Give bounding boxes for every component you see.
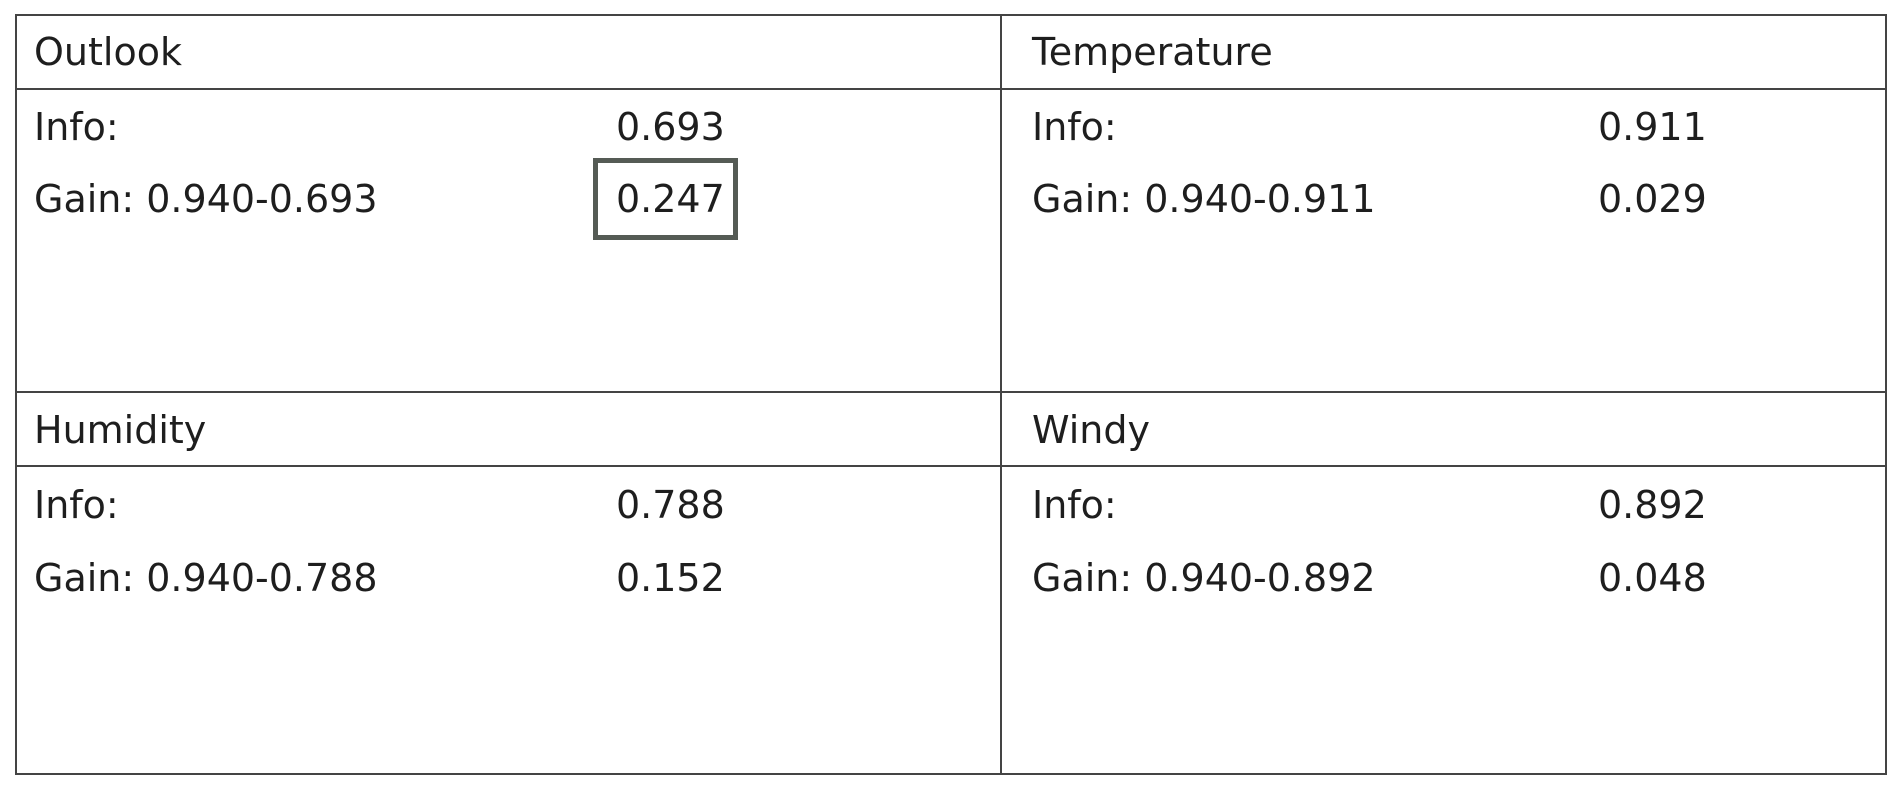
- info-value: 0.788: [616, 483, 725, 527]
- info-value: 0.693: [616, 105, 725, 149]
- gain-label: Gain: 0.940-0.693: [34, 177, 378, 221]
- gain-value: 0.029: [1598, 177, 1707, 221]
- header-divider-top: [15, 88, 1887, 90]
- row-divider: [15, 391, 1887, 393]
- info-value: 0.892: [1598, 483, 1707, 527]
- panel-title-temperature: Temperature: [1032, 30, 1273, 74]
- gain-value: 0.048: [1598, 556, 1707, 600]
- column-divider: [1000, 14, 1002, 775]
- header-divider-bottom: [15, 465, 1887, 467]
- info-gain-table: [15, 14, 1887, 775]
- info-label: Info:: [34, 105, 119, 149]
- gain-highlight-box: [593, 158, 738, 240]
- info-label: Info:: [34, 483, 119, 527]
- info-label: Info:: [1032, 105, 1117, 149]
- gain-label: Gain: 0.940-0.788: [34, 556, 378, 600]
- panel-title-humidity: Humidity: [34, 408, 207, 452]
- panel-title-windy: Windy: [1032, 408, 1150, 452]
- panel-title-outlook: Outlook: [34, 30, 182, 74]
- gain-label: Gain: 0.940-0.911: [1032, 177, 1376, 221]
- info-label: Info:: [1032, 483, 1117, 527]
- gain-value: 0.247: [616, 177, 725, 221]
- gain-label: Gain: 0.940-0.892: [1032, 556, 1376, 600]
- info-value: 0.911: [1598, 105, 1707, 149]
- gain-value: 0.152: [616, 556, 725, 600]
